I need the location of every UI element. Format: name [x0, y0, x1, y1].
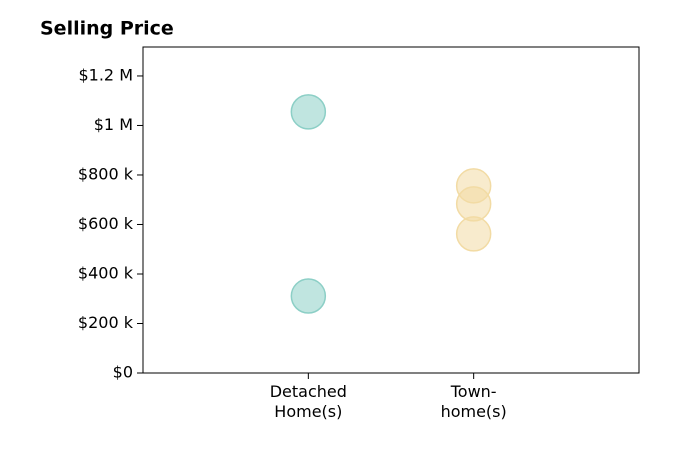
- y-tick-label: $200 k: [78, 313, 134, 332]
- point: [290, 278, 327, 314]
- point: [455, 186, 492, 222]
- y-tick-label: $1.2 M: [78, 65, 133, 84]
- chart-title: Selling Price: [40, 18, 174, 40]
- point: [290, 94, 327, 130]
- y-tick-label: $1 M: [94, 115, 133, 134]
- plot-frame: [142, 46, 640, 374]
- x-tick-label: Detached Home(s): [270, 382, 347, 421]
- y-tick-label: $600 k: [78, 214, 134, 233]
- y-tick-label: $0: [113, 363, 133, 382]
- y-tick-label: $800 k: [78, 164, 134, 183]
- x-tick-label: Town-home(s): [441, 382, 507, 421]
- y-tick-label: $400 k: [78, 263, 134, 282]
- point: [455, 216, 492, 252]
